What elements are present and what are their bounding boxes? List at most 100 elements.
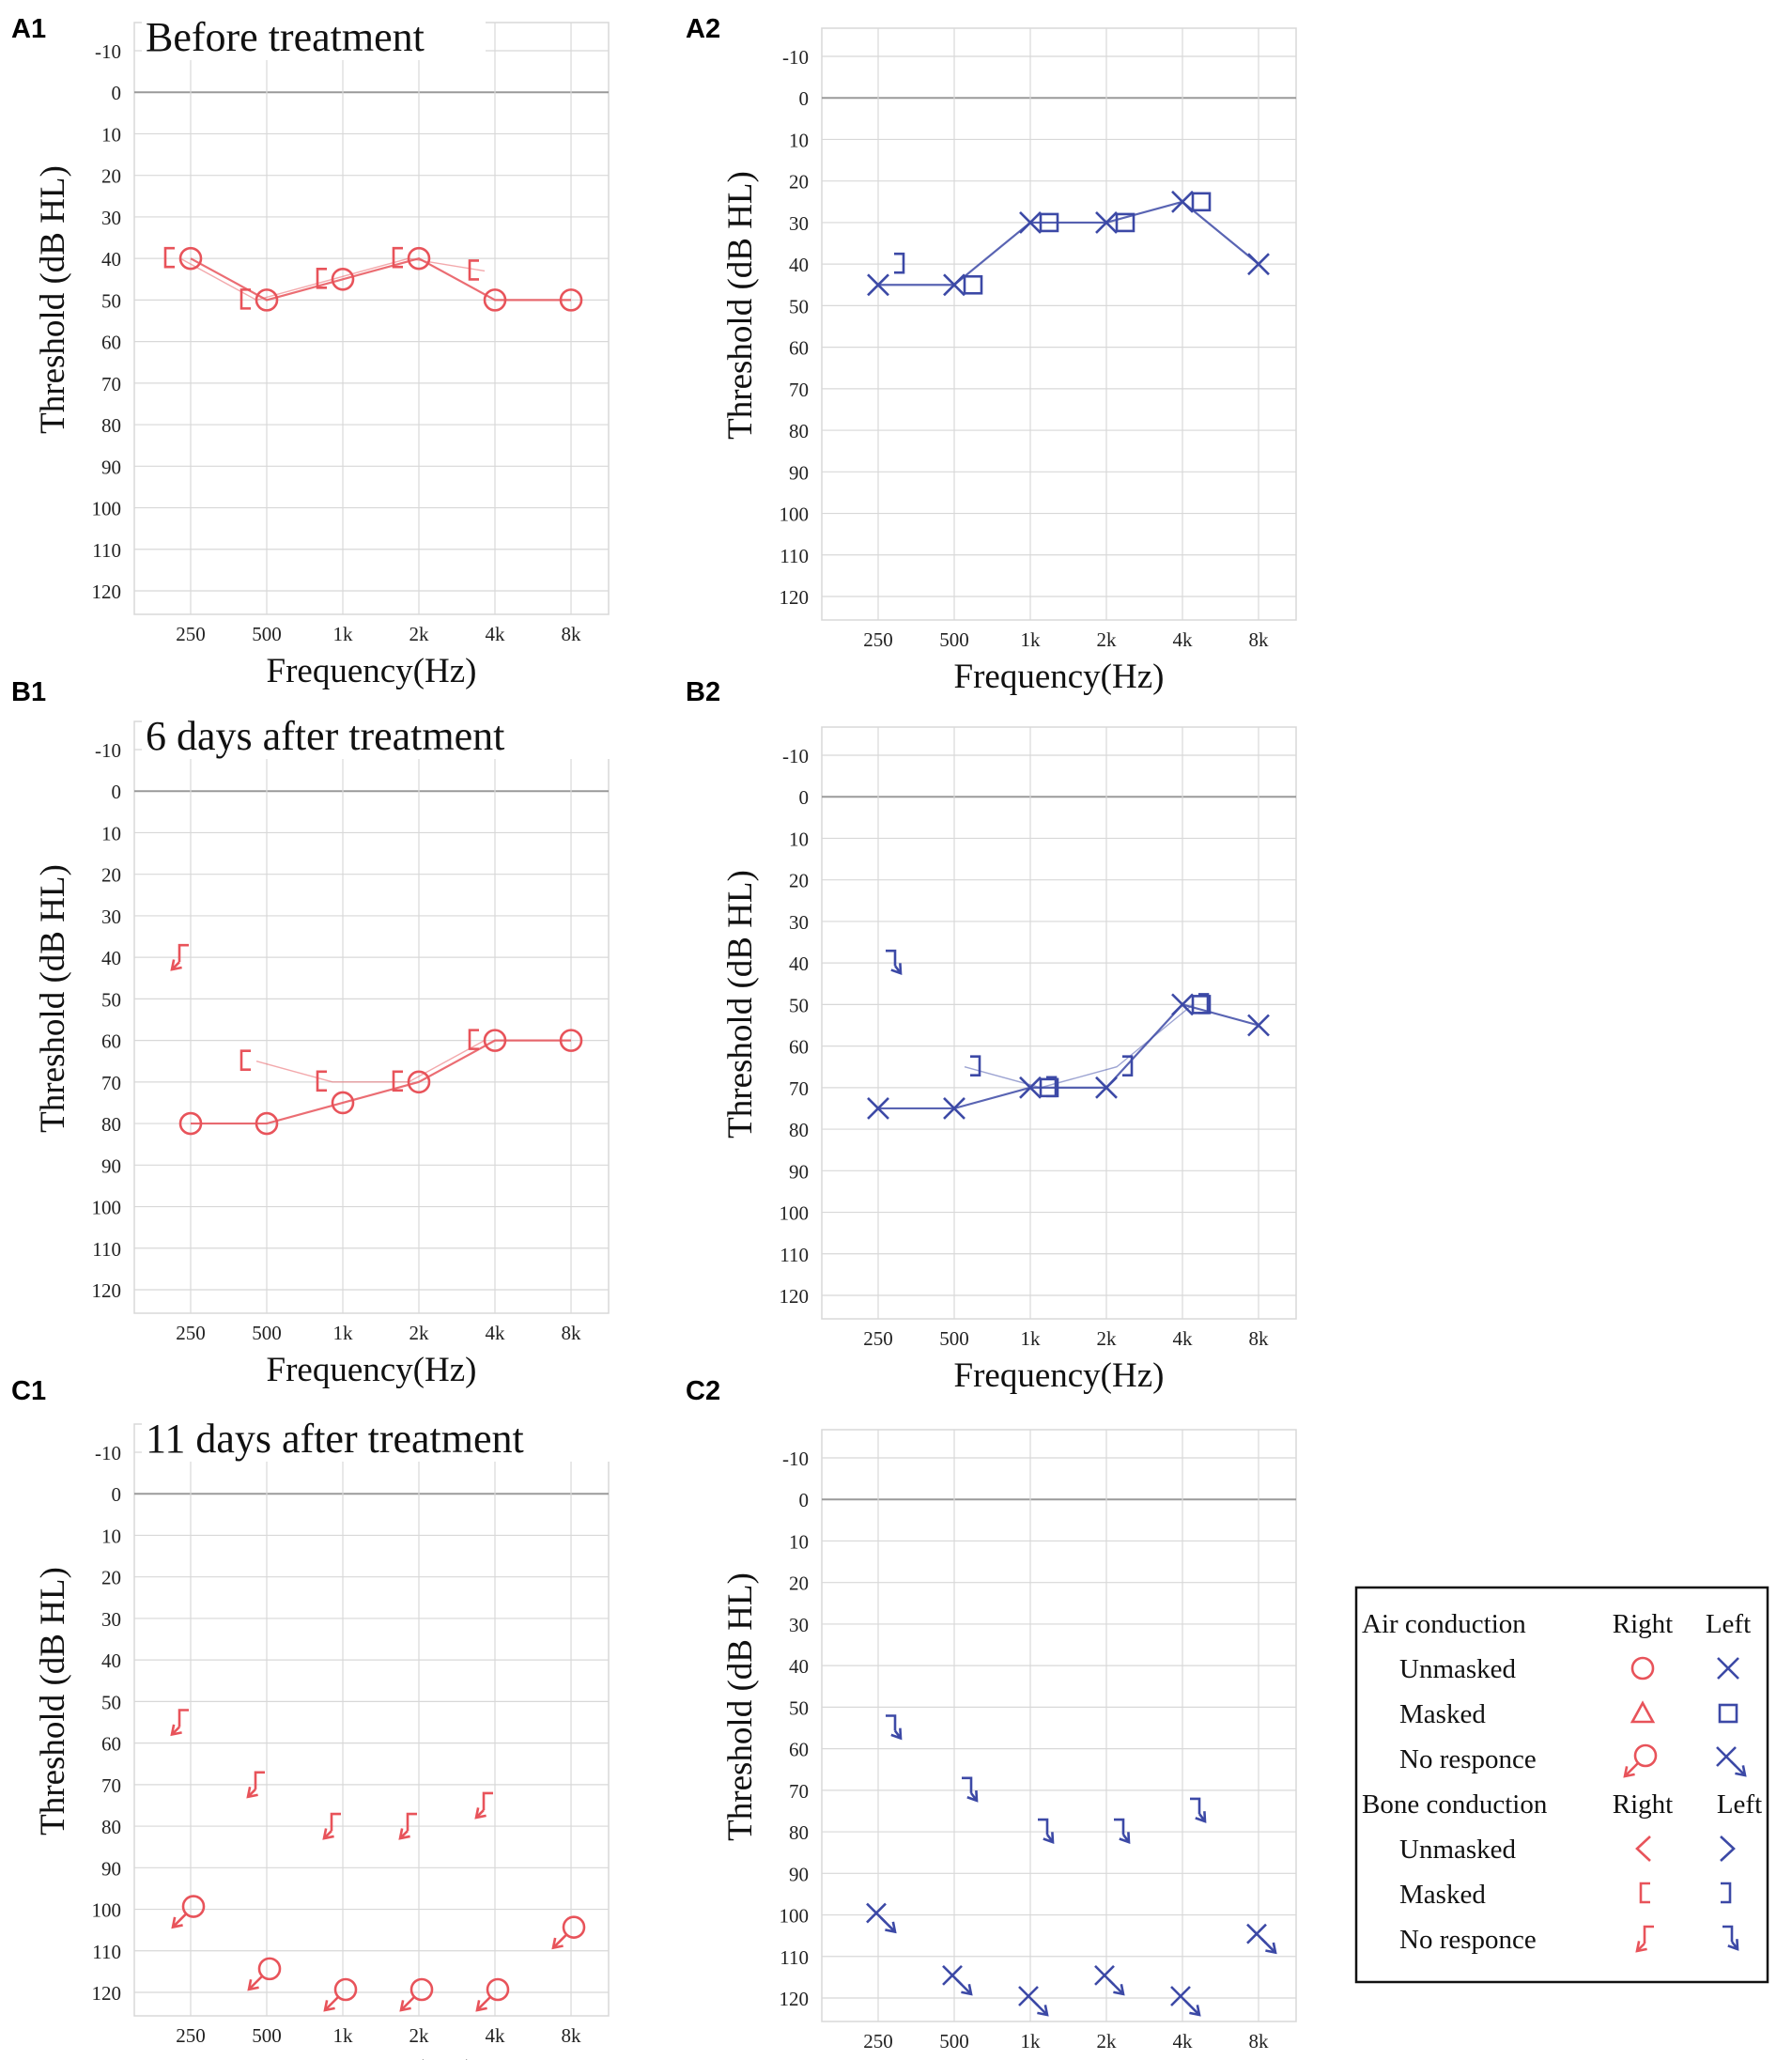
y-tick-label: 70 — [789, 1077, 809, 1100]
legend-left-symbol — [1718, 1703, 1738, 1724]
y-tick-label: 80 — [789, 1119, 809, 1141]
y-tick-label: 40 — [789, 1655, 809, 1678]
y-tick-label: 70 — [101, 373, 121, 395]
x-tick-label: 500 — [939, 628, 969, 651]
series-line — [878, 200, 1259, 287]
grid — [821, 27, 1297, 621]
x-shape — [1717, 1657, 1739, 1680]
y-tick-label: 40 — [101, 947, 121, 969]
data-point — [1198, 993, 1210, 1015]
y-tick-label: 110 — [780, 545, 809, 567]
y-tick-label: 0 — [799, 87, 810, 110]
bracket-shape — [468, 259, 479, 281]
circle-shape — [1633, 1743, 1658, 1768]
legend-row-label: Unmasked — [1399, 1835, 1517, 1865]
y-tick-label: 50 — [789, 994, 809, 1016]
series-x — [867, 190, 1270, 297]
legend-header-right: Right — [1613, 1609, 1673, 1639]
data-point — [886, 1714, 903, 1741]
arrow-head — [322, 1828, 334, 1840]
square-shape — [963, 274, 983, 295]
arrow-stem — [172, 1913, 187, 1928]
y-tick-label: 120 — [780, 1988, 810, 2010]
x-shape — [867, 273, 889, 297]
panel-b1: B1 -10 0 10 20 30 40 50 60 70 80 90 100 110 120 250 500 1… — [11, 677, 610, 1389]
y-axis-title: Threshold (dB HL) — [721, 870, 760, 1138]
x-tick-label: 1k — [1021, 2030, 1042, 2052]
plot-frame — [821, 27, 1297, 621]
y-tick-label: 110 — [92, 1941, 121, 1963]
y-tick-label: 60 — [789, 1036, 809, 1059]
x-tick-label: 250 — [863, 2030, 893, 2052]
x-tick-label: 250 — [176, 1322, 206, 1344]
legend-section-title: Air conduction — [1362, 1609, 1526, 1639]
data-point — [468, 259, 479, 281]
panel-label: B1 — [11, 677, 46, 707]
plot-frame — [821, 1429, 1297, 2022]
x-tick-label: 4k — [486, 2024, 506, 2047]
legend-right-symbol — [1623, 1743, 1658, 1778]
bracket-shape — [316, 1070, 327, 1092]
circle-shape — [559, 1029, 583, 1052]
circle-shape — [486, 1977, 510, 2002]
arrow-stem — [1260, 1937, 1276, 1954]
arrow-head — [1043, 1832, 1055, 1844]
arrow-head — [246, 1786, 258, 1799]
grid — [133, 1423, 610, 2017]
series-line — [255, 1040, 486, 1083]
series-circle-nr — [171, 1895, 586, 2012]
arrow-head — [1265, 1942, 1277, 1955]
data-point — [867, 273, 889, 297]
grid — [821, 726, 1297, 1320]
x-tick-label: 500 — [939, 1327, 969, 1350]
y-tick-label: 10 — [101, 123, 121, 146]
data-point — [1114, 1818, 1131, 1844]
legend-left-symbol — [1722, 1925, 1739, 1951]
y-tick-label: 0 — [799, 1489, 810, 1511]
data-point — [1171, 993, 1194, 1016]
y-tick-label: 30 — [789, 212, 809, 235]
data-point — [1191, 192, 1212, 212]
data-point — [1038, 1818, 1055, 1844]
y-tick-label: 60 — [789, 337, 809, 360]
y-tick-label: 20 — [789, 1572, 809, 1595]
x-shape — [1247, 253, 1270, 276]
y-tick-label: 10 — [101, 822, 121, 844]
data-point — [867, 1097, 889, 1120]
panel-label: C2 — [686, 1376, 720, 1406]
series-line — [191, 1039, 571, 1125]
panel-b2: B2 -10 0 10 20 30 40 50 60 70 80 90 100 110 120 250 500 1… — [686, 677, 1297, 1395]
x-tick-label: 4k — [486, 623, 506, 645]
plot-frame — [821, 726, 1297, 1320]
y-tick-label: 10 — [789, 129, 809, 151]
y-tick-label: 80 — [789, 420, 809, 442]
x-tick-label: 500 — [252, 1322, 282, 1344]
series-bracket-left-nr — [886, 949, 903, 976]
legend-right-symbol — [1635, 1925, 1654, 1953]
arrow-head — [1727, 1939, 1739, 1951]
y-tick-label: 60 — [789, 1739, 809, 1761]
y-tick-label: 20 — [101, 1567, 121, 1589]
arrow-head — [171, 1916, 183, 1929]
y-tick-label: 110 — [780, 1244, 809, 1266]
x-shape — [1171, 190, 1194, 213]
x-axis-title: Frequency(Hz) — [267, 2053, 477, 2060]
y-tick-label: 40 — [101, 1650, 121, 1672]
legend-header-right: Right — [1613, 1789, 1673, 1820]
y-tick-label: 20 — [789, 870, 809, 892]
legend-row-label: No responce — [1399, 1744, 1537, 1774]
x-shape — [1095, 1076, 1118, 1099]
arrow-head — [890, 1727, 903, 1741]
y-tick-label: 90 — [789, 1160, 809, 1183]
circle-shape — [409, 1977, 434, 2002]
data-point — [866, 1902, 897, 1934]
data-point — [894, 252, 905, 274]
y-tick-label: 80 — [789, 1821, 809, 1844]
data-point — [886, 949, 903, 976]
data-point — [1115, 212, 1135, 233]
panel-label: C1 — [11, 1376, 46, 1406]
bracket-shape — [1198, 993, 1210, 1015]
data-point — [399, 1977, 434, 2012]
arrow-stem — [324, 1996, 339, 2011]
y-tick-label: 100 — [780, 1905, 810, 1928]
